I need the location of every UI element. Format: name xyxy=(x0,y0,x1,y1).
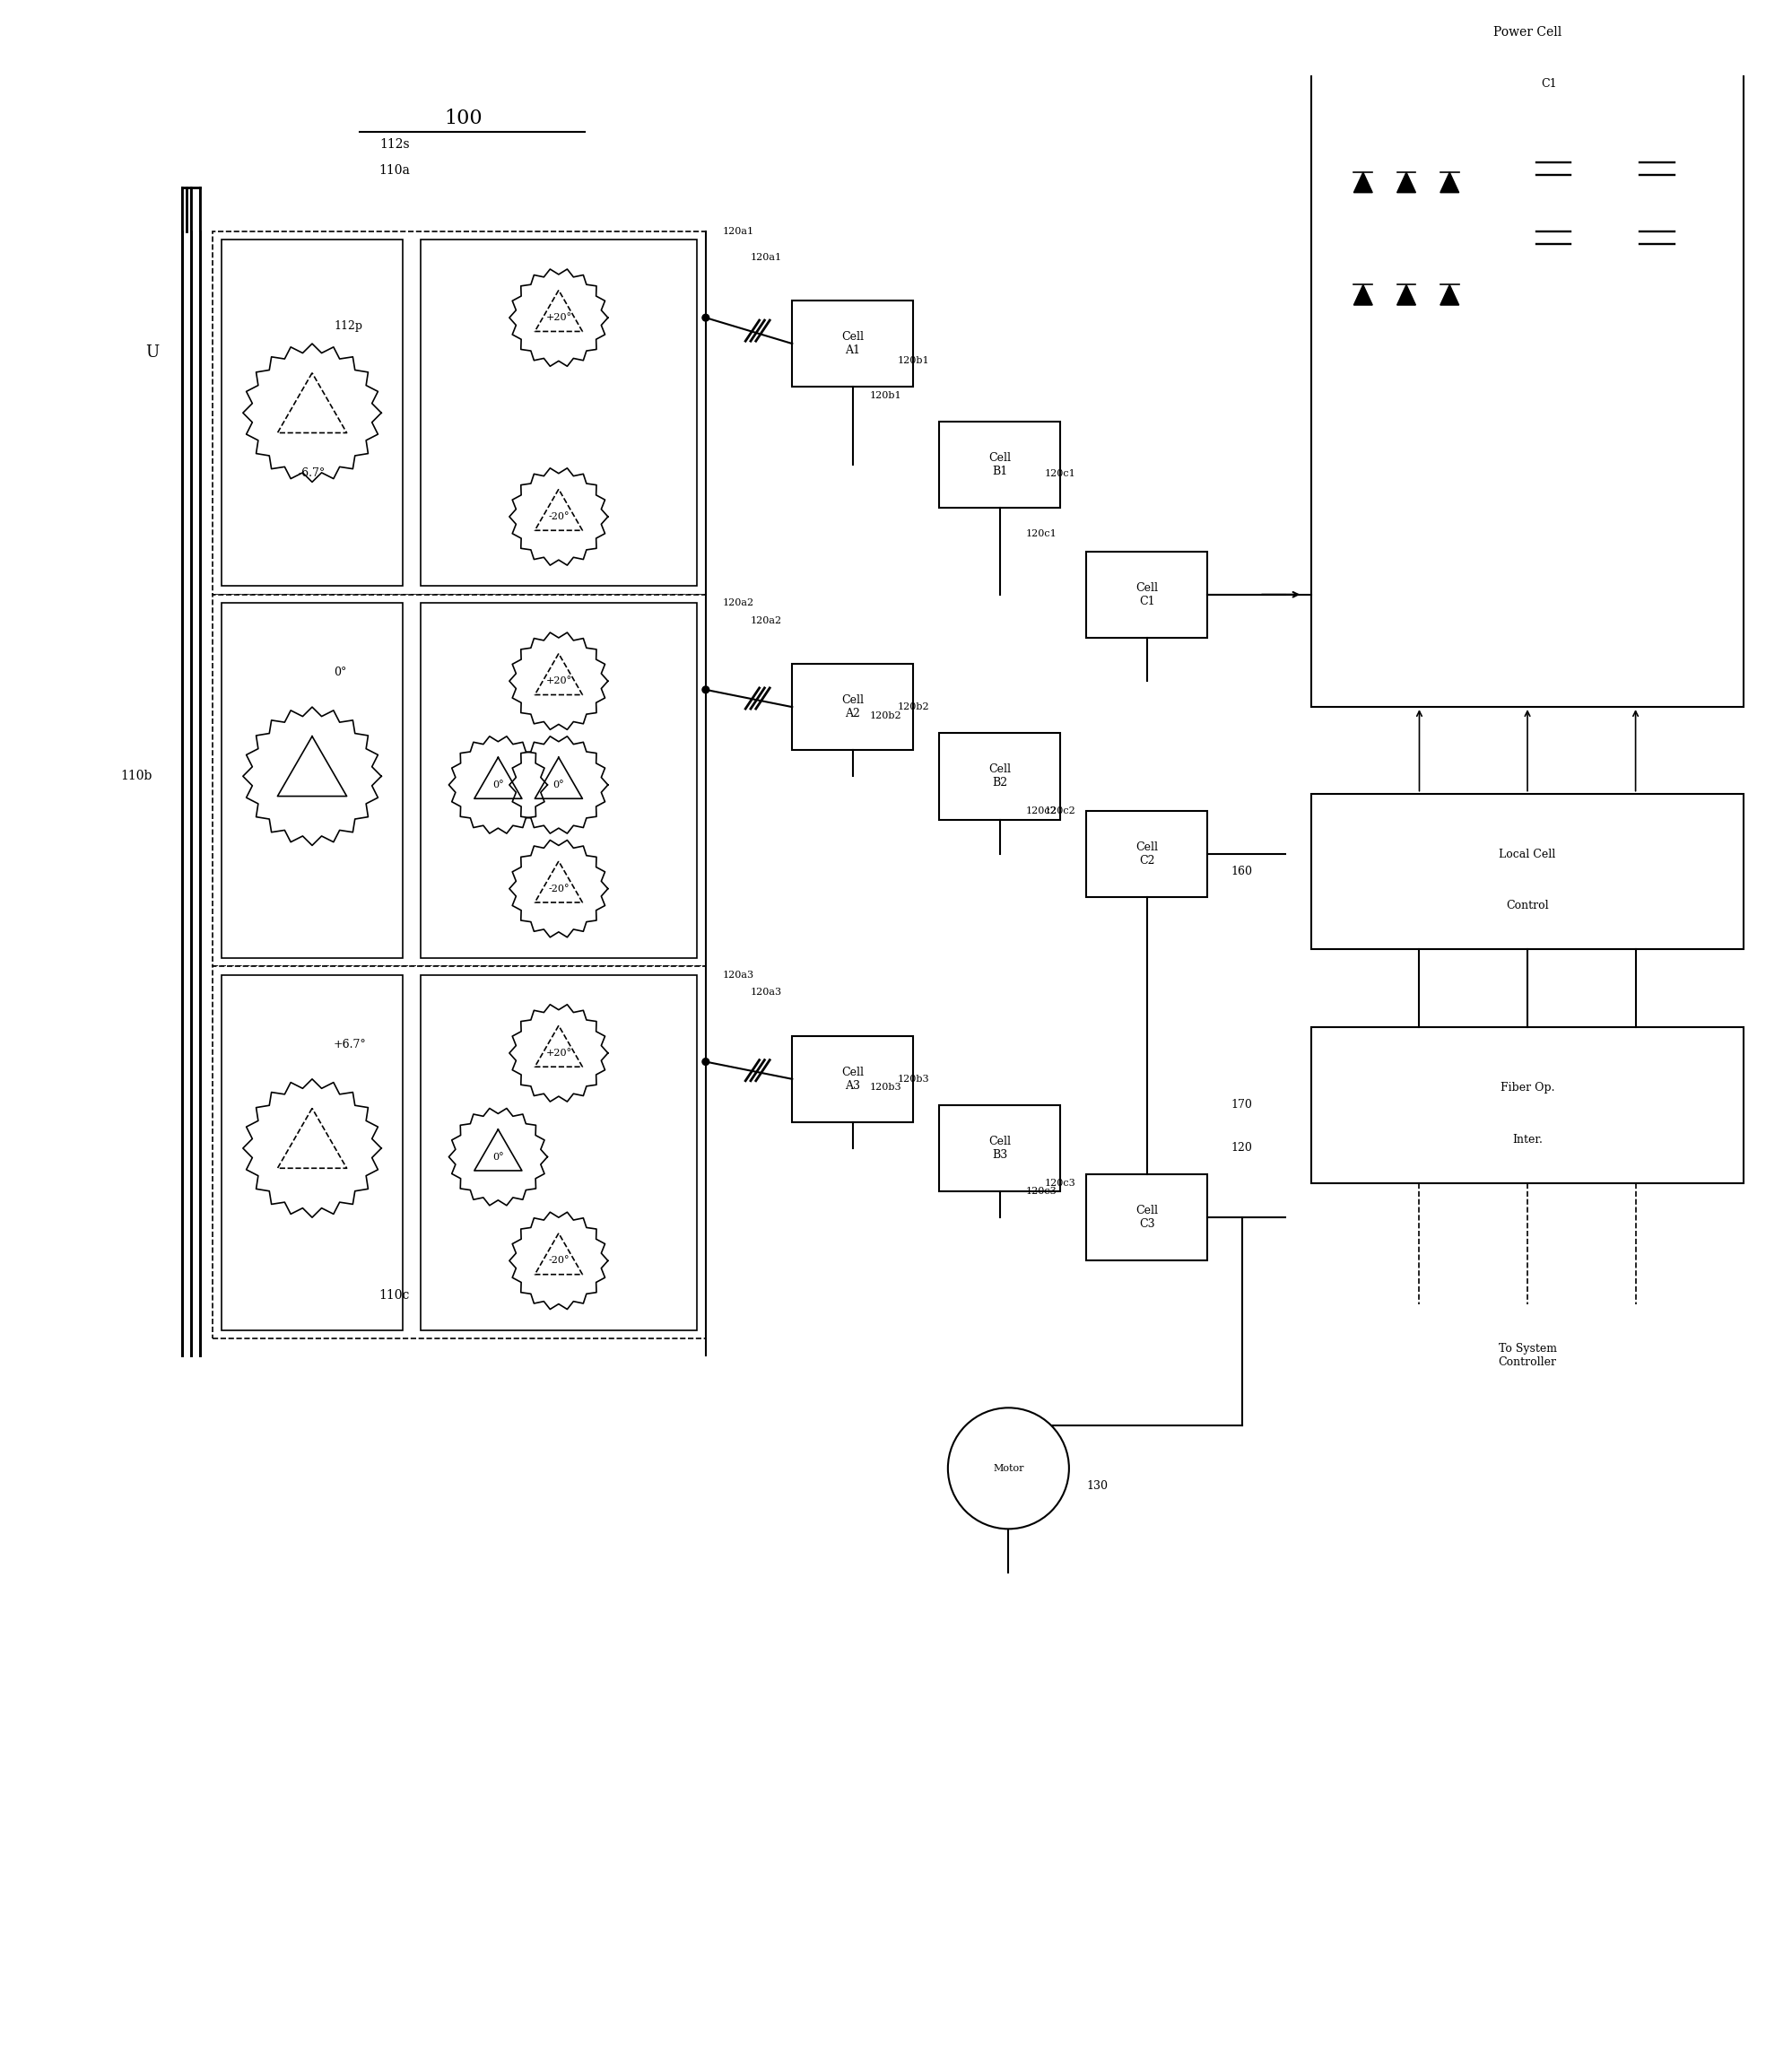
Text: 160: 160 xyxy=(1231,866,1253,877)
Text: 120b3: 120b3 xyxy=(898,1075,930,1083)
Text: 120a3: 120a3 xyxy=(722,971,754,979)
Bar xyxy=(1312,57,1744,707)
Text: 120b1: 120b1 xyxy=(898,356,930,365)
Text: Cell
A2: Cell A2 xyxy=(842,694,864,719)
Text: Cell
B2: Cell B2 xyxy=(989,764,1011,788)
Text: 120b2: 120b2 xyxy=(898,702,930,711)
Text: 120c2: 120c2 xyxy=(1045,807,1075,815)
Bar xyxy=(939,1106,1061,1192)
Bar xyxy=(1312,793,1744,950)
Bar xyxy=(792,1036,914,1122)
Text: 120a2: 120a2 xyxy=(751,616,781,625)
Text: -20°: -20° xyxy=(548,1255,570,1266)
Text: Cell
C1: Cell C1 xyxy=(1136,582,1158,606)
Text: Motor: Motor xyxy=(993,1464,1023,1473)
Text: 120c3: 120c3 xyxy=(1045,1178,1075,1188)
Text: C1: C1 xyxy=(1541,78,1557,90)
Text: Cell
B1: Cell B1 xyxy=(989,453,1011,477)
Polygon shape xyxy=(1441,285,1459,305)
Bar xyxy=(220,240,403,586)
Text: 0°: 0° xyxy=(493,1153,504,1161)
Bar xyxy=(421,604,697,958)
Bar xyxy=(1312,1028,1744,1184)
Text: 0°: 0° xyxy=(333,666,346,678)
Text: To System
Controller: To System Controller xyxy=(1498,1343,1557,1368)
Text: 0°: 0° xyxy=(493,780,504,788)
Bar xyxy=(1086,811,1208,897)
Text: 110c: 110c xyxy=(378,1288,410,1303)
Polygon shape xyxy=(1441,172,1459,193)
Text: Cell
B3: Cell B3 xyxy=(989,1137,1011,1161)
Text: 120b1: 120b1 xyxy=(871,391,901,399)
Text: 120b3: 120b3 xyxy=(871,1083,901,1092)
Bar xyxy=(213,231,706,594)
Bar xyxy=(1086,551,1208,637)
Polygon shape xyxy=(1398,172,1416,193)
Text: 120a3: 120a3 xyxy=(751,987,781,997)
Circle shape xyxy=(702,313,710,322)
Circle shape xyxy=(702,686,710,692)
Circle shape xyxy=(948,1407,1070,1530)
Text: 130: 130 xyxy=(1086,1481,1107,1491)
Bar xyxy=(421,240,697,586)
Text: Cell
A1: Cell A1 xyxy=(842,332,864,356)
Text: +20°: +20° xyxy=(545,676,572,686)
Text: 120a2: 120a2 xyxy=(722,598,754,608)
Text: 170: 170 xyxy=(1231,1100,1253,1110)
Text: 112s: 112s xyxy=(380,139,409,152)
Text: -20°: -20° xyxy=(548,885,570,893)
Text: Cell
C3: Cell C3 xyxy=(1136,1204,1158,1231)
Text: Local Cell: Local Cell xyxy=(1500,848,1555,860)
Bar xyxy=(421,975,697,1329)
Text: Fiber Op.: Fiber Op. xyxy=(1500,1081,1555,1094)
Bar xyxy=(1086,1174,1208,1262)
Bar xyxy=(792,664,914,750)
Text: +20°: +20° xyxy=(545,313,572,322)
Text: Inter.: Inter. xyxy=(1512,1135,1543,1145)
Bar xyxy=(220,604,403,958)
Text: 120: 120 xyxy=(1231,1143,1253,1155)
Text: U: U xyxy=(145,344,159,360)
Text: Control: Control xyxy=(1505,901,1548,911)
Text: 120c1: 120c1 xyxy=(1045,469,1075,477)
Text: 0°: 0° xyxy=(554,780,564,788)
Polygon shape xyxy=(1353,285,1373,305)
Text: Power Cell: Power Cell xyxy=(1493,27,1561,39)
Bar xyxy=(792,301,914,387)
Bar xyxy=(213,594,706,967)
Text: +20°: +20° xyxy=(545,1049,572,1057)
Text: 120a1: 120a1 xyxy=(751,252,781,262)
Bar xyxy=(220,975,403,1329)
Bar xyxy=(939,733,1061,819)
Circle shape xyxy=(702,1059,710,1065)
Text: 120a1: 120a1 xyxy=(722,227,754,236)
Text: -6.7°: -6.7° xyxy=(299,467,326,479)
Polygon shape xyxy=(1398,285,1416,305)
Text: -20°: -20° xyxy=(548,512,570,520)
Text: 120c2: 120c2 xyxy=(1025,807,1057,815)
Text: 112p: 112p xyxy=(333,319,362,332)
Bar xyxy=(939,422,1061,508)
Text: 120c1: 120c1 xyxy=(1025,530,1057,539)
Text: 120b2: 120b2 xyxy=(871,711,901,721)
Text: Cell
C2: Cell C2 xyxy=(1136,842,1158,866)
Text: 110a: 110a xyxy=(378,164,410,176)
Polygon shape xyxy=(1353,172,1373,193)
Text: 100: 100 xyxy=(444,109,482,129)
Text: +6.7°: +6.7° xyxy=(333,1038,367,1051)
Text: 110b: 110b xyxy=(120,770,152,782)
Text: 120c3: 120c3 xyxy=(1025,1188,1057,1196)
Bar xyxy=(213,967,706,1339)
Text: Cell
A3: Cell A3 xyxy=(842,1067,864,1092)
